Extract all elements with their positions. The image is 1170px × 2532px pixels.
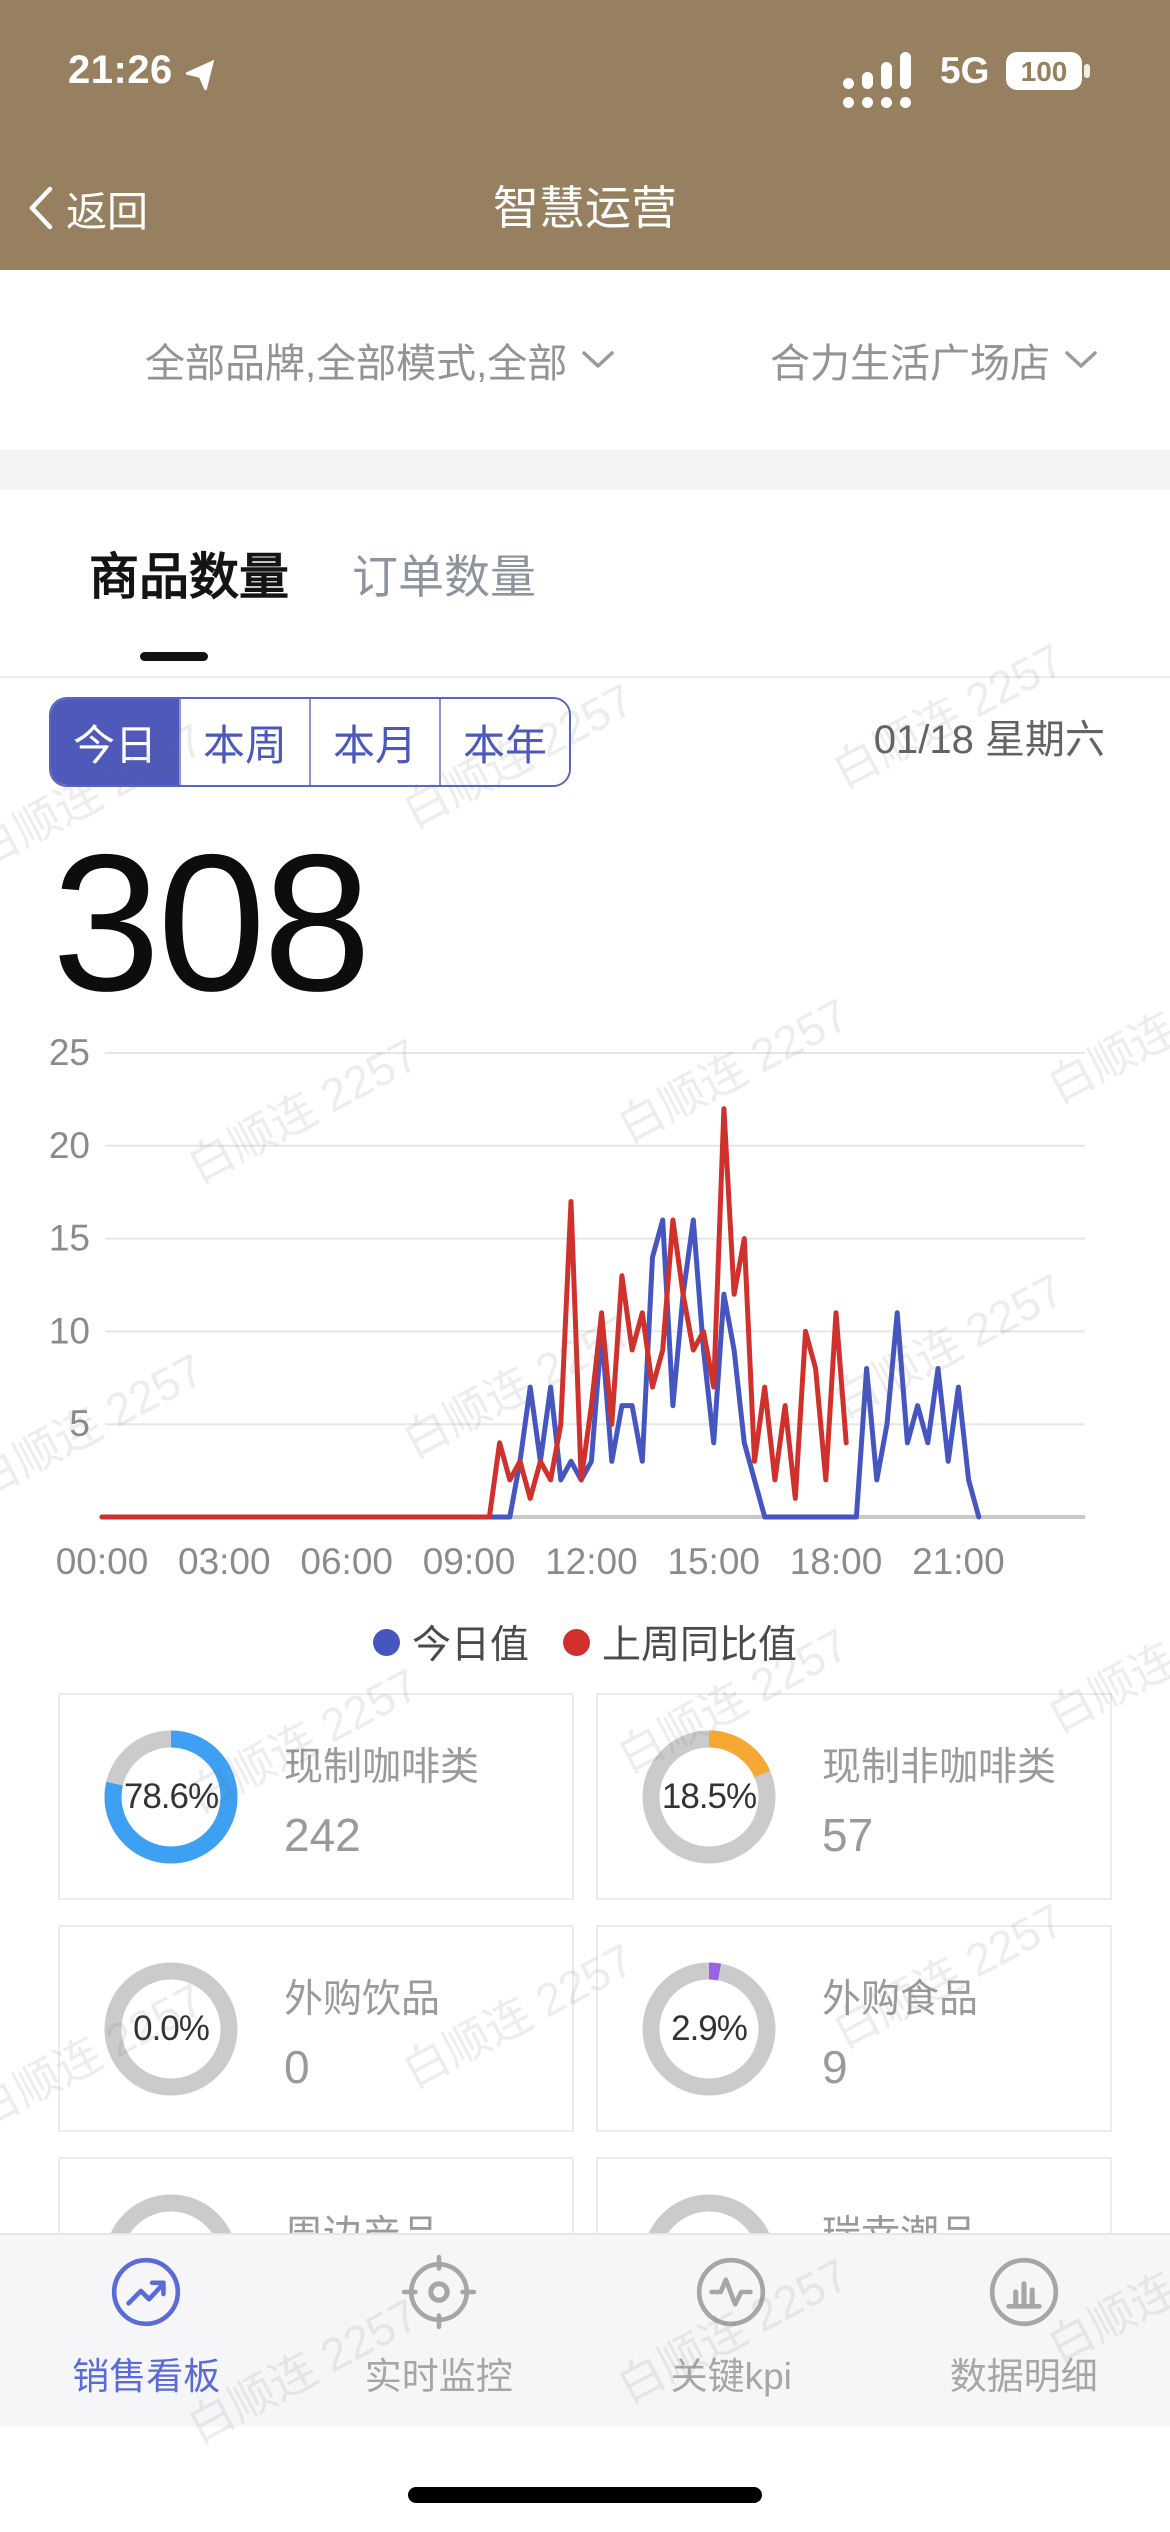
battery-percent-text: 100 (1021, 56, 1068, 87)
battery-icon: 100 (1006, 52, 1090, 90)
donut-chart-icon: 18.5% (634, 1722, 784, 1872)
svg-text:20: 20 (49, 1125, 90, 1166)
line-chart: 5 10 15 20 25 00:00 03:00 06:00 09:00 12:00 15:00 1… (49, 1032, 1085, 1582)
tabbar-item-label: 数据明细 (949, 2356, 1098, 2397)
brand-mode-filter-label: 全部品牌,全部模式,全部 (145, 342, 568, 386)
bar-chart-icon (985, 2253, 1063, 2336)
back-button[interactable]: 返回 (26, 160, 148, 256)
filter-bar: 全部品牌,全部模式,全部 合力生活广场店 (0, 270, 1170, 450)
store-filter-dropdown[interactable]: 合力生活广场店 (770, 270, 1098, 450)
svg-text:25: 25 (49, 1032, 90, 1073)
date-label: 01/18 星期六 (873, 718, 1105, 762)
donut-percent: 0.0% (133, 2009, 210, 2048)
svg-text:21:00: 21:00 (912, 1541, 1005, 1582)
card-value: 0 (284, 2040, 310, 2093)
donut-percent: 2.9% (671, 2009, 748, 2048)
pulse-icon (692, 2253, 770, 2336)
bottom-safe-area (0, 2427, 1170, 2532)
card-value: 57 (822, 1808, 874, 1861)
donut-chart-icon: 2.9% (634, 1954, 784, 2104)
tabbar-item-label: 实时监控 (364, 2356, 513, 2397)
card-label: 外购食品 (822, 1977, 979, 2021)
legend-label: 今日值 (411, 1624, 529, 1667)
svg-text:15: 15 (49, 1218, 90, 1259)
donut-chart-icon: 0.0% (96, 1954, 246, 2104)
monitor-gauge-icon (400, 2253, 478, 2336)
svg-text:5: 5 (69, 1403, 90, 1444)
card-value: 242 (284, 1808, 361, 1861)
legend-label: 上周同比值 (602, 1624, 798, 1667)
metric-tabs: 商品数量 订单数量 (0, 490, 1170, 678)
active-tab-indicator (140, 652, 208, 661)
period-option-1[interactable]: 本周 (179, 699, 309, 785)
chevron-down-icon (582, 351, 614, 368)
svg-text:15:00: 15:00 (667, 1541, 760, 1582)
card-label: 外购饮品 (284, 1977, 441, 2021)
card-value: 9 (822, 2040, 848, 2093)
back-button-label: 返回 (66, 189, 148, 235)
svg-text:09:00: 09:00 (423, 1541, 516, 1582)
svg-text:10: 10 (49, 1310, 90, 1351)
donut-percent: 78.6% (123, 1777, 219, 1816)
tabbar-item-2[interactable]: 关键kpi (585, 2235, 878, 2427)
tabbar-item-3[interactable]: 数据明细 (878, 2235, 1170, 2427)
trend-chart-icon (107, 2253, 185, 2336)
chart-legend: 今日值 上周同比值 (0, 1612, 1170, 1672)
donut-chart-icon: 78.6% (96, 1722, 246, 1872)
legend-dot-icon (563, 1628, 590, 1656)
network-type-label: 5G (940, 50, 990, 91)
donut-percent: 18.5% (661, 1777, 757, 1816)
tab-order-count[interactable]: 订单数量 (352, 551, 536, 603)
card-text-block: 现制咖啡类 242 (284, 1695, 479, 1902)
category-card[interactable]: 18.5% 现制非咖啡类 57 (596, 1693, 1112, 1900)
status-time: 21:26 (68, 48, 173, 92)
period-option-2[interactable]: 本月 (309, 699, 439, 785)
legend-item-0[interactable]: 今日值 (372, 1614, 529, 1670)
status-bar: 21:26 5G 100 (0, 40, 1170, 110)
home-indicator[interactable] (408, 2487, 762, 2503)
period-option-3[interactable]: 本年 (439, 699, 569, 785)
section-divider-band (0, 450, 1170, 490)
legend-dot-icon (372, 1628, 400, 1656)
tabbar-item-label: 销售看板 (72, 2356, 221, 2397)
card-label: 现制非咖啡类 (822, 1745, 1057, 1789)
category-card[interactable]: 0.0% 外购饮品 0 (58, 1925, 574, 2132)
brand-mode-filter-dropdown[interactable]: 全部品牌,全部模式,全部 (145, 270, 615, 450)
tabbar-item-1[interactable]: 实时监控 (293, 2235, 586, 2427)
svg-text:03:00: 03:00 (178, 1541, 271, 1582)
card-text-block: 外购食品 9 (822, 1927, 978, 2134)
chevron-down-icon (1065, 351, 1097, 368)
header: 21:26 5G 100 (0, 0, 1170, 270)
nav-bar: 返回 智慧运营 (0, 160, 1170, 256)
location-arrow-icon (186, 59, 215, 90)
category-card[interactable]: 2.9% 外购食品 9 (596, 1925, 1112, 2132)
svg-text:18:00: 18:00 (790, 1541, 883, 1582)
tab-product-count[interactable]: 商品数量 (89, 549, 289, 605)
store-filter-label: 合力生活广场店 (770, 342, 1050, 386)
category-card[interactable]: 78.6% 现制咖啡类 242 (58, 1693, 574, 1900)
cellular-signal-icon (843, 52, 911, 108)
chevron-left-icon (29, 186, 53, 230)
legend-item-1[interactable]: 上周同比值 (563, 1614, 797, 1670)
tabbar-item-0[interactable]: 销售看板 (0, 2235, 293, 2427)
period-option-0[interactable]: 今日 (51, 699, 179, 785)
tabbar-item-label: 关键kpi (670, 2356, 792, 2397)
card-text-block: 外购饮品 0 (284, 1927, 440, 2134)
period-selector: 今日 本周 本月 本年 (49, 697, 571, 787)
card-text-block: 现制非咖啡类 57 (822, 1695, 1056, 1902)
total-value: 308 (52, 814, 371, 1032)
card-label: 现制咖啡类 (284, 1745, 480, 1789)
page-title: 智慧运营 (493, 182, 677, 234)
bottom-tab-bar: 销售看板 实时监控 关键kpi 数据明细 (0, 2233, 1170, 2427)
svg-text:00:00: 00:00 (56, 1541, 149, 1582)
svg-text:06:00: 06:00 (300, 1541, 393, 1582)
svg-text:12:00: 12:00 (545, 1541, 638, 1582)
